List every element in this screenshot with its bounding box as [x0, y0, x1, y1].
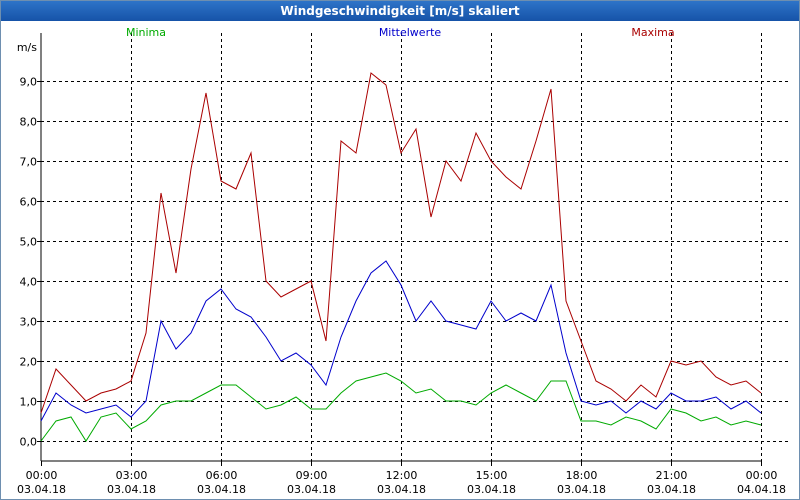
x-tick-label-time: 06:00 — [206, 469, 238, 482]
x-tick-label-time: 00:00 — [26, 469, 58, 482]
x-tick-label-time: 12:00 — [386, 469, 418, 482]
series-line-maxima — [40, 72, 762, 414]
legend-label-mittelwerte: Mittelwerte — [379, 26, 442, 39]
x-tick-label-date: 03.04.18 — [287, 483, 336, 496]
y-axis: 0,0 1,0 2,0 3,0 4,0 5,0 6,0 7,0 8,0 9,0 — [20, 33, 42, 461]
x-tick-label-time: 00:00 — [746, 469, 778, 482]
y-tick-label: 5,0 — [20, 236, 38, 249]
x-tick-label-date: 03.04.18 — [557, 483, 606, 496]
y-tick-label: 2,0 — [20, 356, 38, 369]
y-tick-label: 6,0 — [20, 196, 38, 209]
series-lines — [40, 72, 762, 442]
line-chart: 0,01,02,03,04,05,06,07,08,09,0 00:0003.0… — [17, 26, 791, 496]
series-line-mittelwerte — [40, 260, 762, 422]
y-tick-label: 4,0 — [20, 276, 38, 289]
y-tick-label: 9,0 — [20, 76, 38, 89]
x-tick-label-date: 03.04.18 — [647, 483, 696, 496]
y-tick-label: 7,0 — [20, 156, 38, 169]
x-tick-label-date: 04.04.18 — [737, 483, 786, 496]
x-tick-label-time: 18:00 — [566, 469, 598, 482]
x-tick-label-date: 03.04.18 — [377, 483, 426, 496]
series-line-minima — [40, 372, 762, 442]
y-axis-unit: m/s — [17, 41, 37, 54]
legend-label-minima: Minima — [126, 26, 166, 39]
x-tick-label-date: 03.04.18 — [467, 483, 516, 496]
x-tick-label-time: 03:00 — [116, 469, 148, 482]
y-tick-label: 8,0 — [20, 116, 38, 129]
y-tick-label: 1,0 — [20, 396, 38, 409]
x-tick-label-time: 15:00 — [476, 469, 508, 482]
x-tick-label-time: 21:00 — [656, 469, 688, 482]
x-tick-label-date: 03.04.18 — [17, 483, 66, 496]
x-tick-label-date: 03.04.18 — [197, 483, 246, 496]
title-bar: Windgeschwindigkeit [m/s] skaliert — [1, 1, 799, 21]
chart-title: Windgeschwindigkeit [m/s] skaliert — [280, 4, 520, 18]
legend: Minima Mittelwerte Maxima — [126, 26, 675, 39]
x-tick-label-time: 09:00 — [296, 469, 328, 482]
legend-label-maxima: Maxima — [631, 26, 674, 39]
x-axis: 00:0003.04.1803:0003.04.1806:0003.04.180… — [17, 460, 786, 496]
x-tick-label-date: 03.04.18 — [107, 483, 156, 496]
y-tick-label: 3,0 — [20, 316, 38, 329]
y-tick-label: 0,0 — [20, 436, 38, 449]
